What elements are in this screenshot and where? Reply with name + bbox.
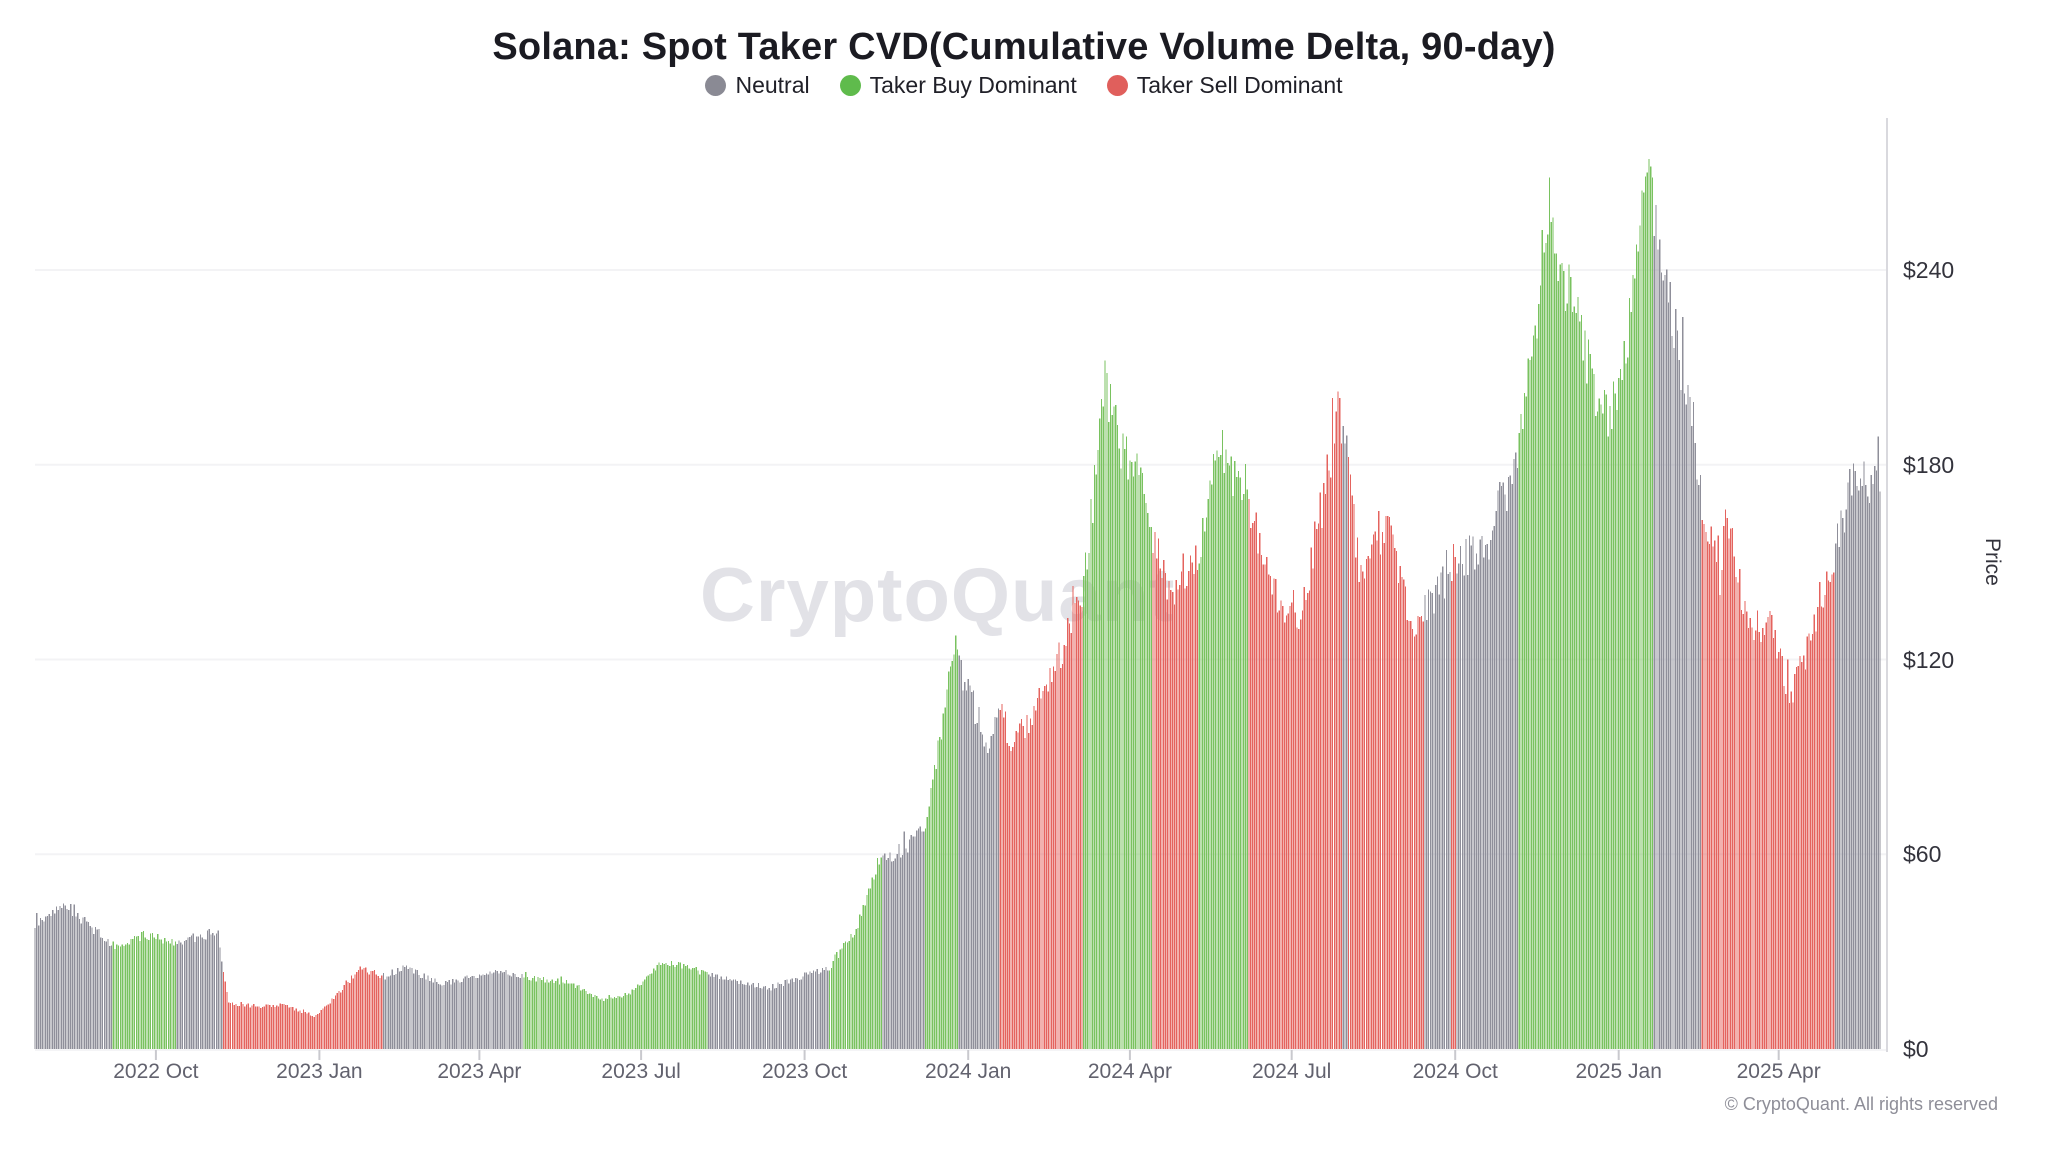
x-tick-2022-oct: 2022 Oct <box>113 1060 199 1083</box>
neutral-legend-dot-icon <box>705 75 727 96</box>
x-tick-2024-oct: 2024 Oct <box>1412 1060 1498 1083</box>
y-tick-60: $60 <box>1903 841 1942 868</box>
x-tick-2023-oct: 2023 Oct <box>762 1060 848 1083</box>
x-tick-2024-jan: 2024 Jan <box>924 1060 1012 1083</box>
legend-item-buy[interactable]: Taker Buy Dominant <box>839 72 1077 99</box>
legend-item-neutral[interactable]: Neutral <box>705 72 810 99</box>
y-tick-0: $0 <box>1903 1036 1929 1062</box>
sell-legend-dot-icon <box>1106 75 1128 96</box>
legend-item-label: Neutral <box>735 72 810 98</box>
chart-title: Solana: Spot Taker CVD(Cumulative Volume… <box>492 26 1556 68</box>
legend: Neutral Taker Buy Dominant Taker Sell Domi… <box>0 72 2048 99</box>
x-tick-2025-apr: 2025 Apr <box>1736 1060 1821 1083</box>
legend-item-sell[interactable]: Taker Sell Dominant <box>1106 72 1343 99</box>
y-tick-180: $180 <box>1903 451 1955 478</box>
x-tick-2024-apr: 2024 Apr <box>1087 1060 1172 1083</box>
buy-legend-dot-icon <box>839 75 861 96</box>
x-tick-2023-jan: 2023 Jan <box>276 1060 363 1083</box>
y-axis-title: Price <box>1981 538 2004 586</box>
bars-layer <box>34 159 1881 1050</box>
x-tick-2023-jul: 2023 Jul <box>601 1060 681 1083</box>
legend-item-label: Taker Sell Dominant <box>1136 72 1343 98</box>
x-tick-2025-jan: 2025 Jan <box>1575 1060 1662 1083</box>
axes-layer <box>35 118 1888 1060</box>
cryptoquant-watermark: CryptoQuant <box>700 553 1176 638</box>
x-tick-2023-apr: 2023 Apr <box>437 1060 522 1083</box>
y-tick-120: $120 <box>1903 646 1955 673</box>
x-tick-2024-jul: 2024 Jul <box>1251 1060 1332 1083</box>
y-tick-240: $240 <box>1903 257 1955 283</box>
legend-item-label: Taker Buy Dominant <box>869 72 1077 98</box>
copyright-note: © CryptoQuant. All rights reserved <box>1724 1094 1998 1114</box>
